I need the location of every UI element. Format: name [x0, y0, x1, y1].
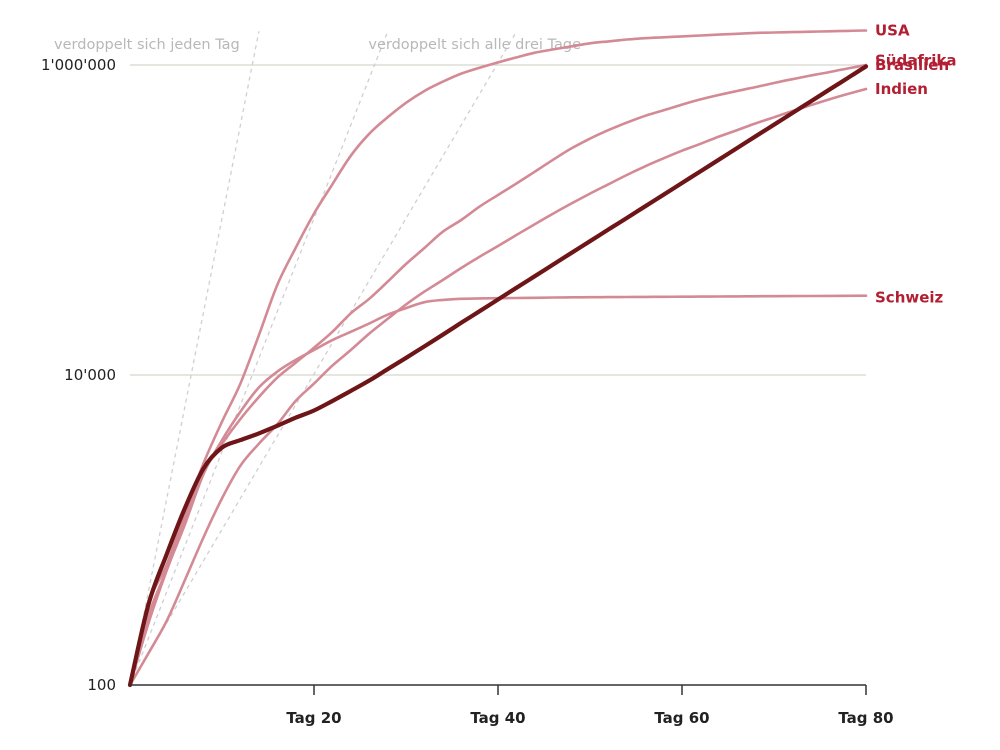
series-label: Südafrika	[875, 51, 957, 69]
x-tick-label: Tag 80	[838, 709, 893, 727]
series-labels: USA Brasilien Indien Schweiz Südafrika	[875, 21, 957, 306]
doubling-reference-lines: verdoppelt sich jeden Tag verdoppelt sich…	[54, 30, 581, 686]
x-tick-label: Tag 60	[654, 709, 709, 727]
doubling-reference-line	[129, 30, 518, 686]
x-tick-label: Tag 20	[286, 709, 341, 727]
x-tick-label: Tag 40	[470, 709, 525, 727]
y-tick-label: 100	[87, 676, 116, 694]
y-tick-label: 1'000'000	[41, 56, 116, 74]
gridlines	[130, 64, 866, 376]
series-lines	[127, 29, 869, 688]
series-line-schweiz	[128, 294, 868, 687]
series-line-indien	[128, 87, 868, 687]
series-line-südafrika	[127, 64, 869, 688]
axes: 100 10'000 1'000'000 Tag 20 Tag 40 Tag 60 Tag …	[41, 56, 894, 727]
y-tick-label: 10'000	[64, 366, 116, 384]
series-label: USA	[875, 21, 910, 39]
series-label: Indien	[875, 80, 928, 98]
reference-line-label: verdoppelt sich jeden Tag	[54, 37, 240, 53]
series-line-brasilien	[128, 63, 868, 687]
doubling-reference-line	[129, 31, 389, 686]
doubling-reference-line	[129, 31, 260, 686]
series-line-usa	[128, 29, 868, 687]
reference-line-label: verdoppelt sich alle drei Tage	[368, 37, 581, 53]
series-label: Brasilien	[875, 56, 949, 74]
series-label: Schweiz	[875, 289, 944, 307]
